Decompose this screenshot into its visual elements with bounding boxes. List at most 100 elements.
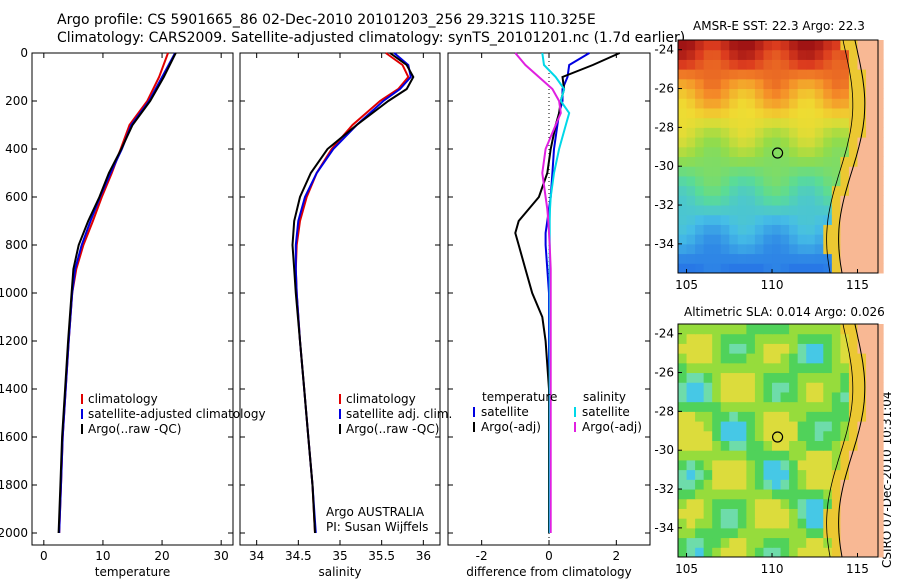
map-cell (789, 117, 799, 128)
map-cell (754, 362, 764, 374)
map-cell (874, 98, 884, 109)
map-cell (780, 537, 790, 548)
map-cell (789, 195, 799, 206)
map-cell (712, 489, 722, 500)
map-cell (848, 459, 858, 471)
map-cell (746, 469, 756, 480)
map-cell (780, 146, 790, 157)
map-cell (686, 450, 696, 461)
map-cell (874, 498, 884, 509)
map-cell (746, 401, 756, 412)
legend-entry: satellite-adjusted climatology (88, 407, 266, 421)
map-cell (831, 137, 841, 148)
map-cell (703, 440, 713, 451)
map-cell (874, 78, 884, 90)
map-cell (797, 166, 807, 177)
map-cell (763, 333, 773, 344)
map-cell (703, 253, 713, 264)
map-cell (772, 537, 782, 548)
figure-title-line2: Climatology: CARS2009. Satellite-adjuste… (57, 30, 686, 46)
map-cell (746, 69, 756, 80)
map-cell (712, 508, 722, 519)
map-cell (789, 547, 799, 558)
map-cell (823, 411, 833, 422)
map-cell (746, 537, 756, 548)
map-cell (703, 107, 713, 119)
map-cell (737, 391, 747, 403)
map-cell (686, 156, 696, 167)
map-cell (814, 333, 824, 344)
map-cell (848, 411, 858, 422)
map-cell (789, 459, 799, 471)
x-axis-label: difference from climatology (466, 565, 632, 579)
map-cell (780, 40, 790, 51)
map-cell (789, 489, 799, 500)
map-cell (780, 175, 790, 187)
legend-entry: climatology (88, 392, 158, 406)
map-cell (780, 214, 790, 225)
map-cell (772, 224, 782, 235)
map-cell (754, 195, 764, 206)
x-tick-label: 34 (249, 549, 264, 563)
map-cell (712, 59, 722, 70)
map-y-tick-label: -24 (654, 327, 674, 341)
map-cell (806, 243, 816, 255)
map-cell (789, 498, 799, 509)
map-cell (831, 40, 841, 51)
map-cell (712, 40, 722, 51)
map-cell (712, 156, 722, 167)
map-cell (729, 401, 739, 412)
map-x-tick-label: 105 (675, 278, 698, 292)
map-cell (874, 391, 884, 403)
map-cell (712, 243, 722, 255)
map-cell (814, 166, 824, 177)
map-cell (695, 459, 705, 471)
map-cell (797, 372, 807, 383)
map-cell (857, 450, 867, 461)
map-cell (840, 78, 850, 90)
map-cell (857, 185, 867, 196)
map-cell (720, 49, 730, 60)
map-cell (823, 469, 833, 480)
map-cell (866, 205, 876, 216)
map-cell (746, 343, 756, 354)
map-cell (686, 421, 696, 432)
map-cell (720, 185, 730, 196)
map-cell (814, 117, 824, 128)
map-cell (814, 489, 824, 500)
map-cell (857, 107, 867, 119)
map-cell (814, 40, 824, 51)
map-cell (703, 98, 713, 109)
map-cell (720, 479, 730, 490)
map-cell (874, 450, 884, 461)
map-cell (823, 333, 833, 344)
map-cell (737, 518, 747, 529)
map-cell (789, 69, 799, 80)
map-cell (720, 343, 730, 354)
map-cell (823, 353, 833, 364)
map-cell (703, 214, 713, 225)
map-cell (780, 518, 790, 529)
map-cell (729, 324, 739, 335)
map-cell (729, 343, 739, 354)
map-cell (848, 78, 858, 90)
map-cell (857, 459, 867, 471)
map-cell (831, 382, 841, 393)
map-cell (763, 527, 773, 539)
map-cell (874, 333, 884, 344)
map-cell (874, 527, 884, 539)
map-cell (831, 234, 841, 245)
map-cell (678, 205, 688, 216)
map-cell (866, 69, 876, 80)
map-cell (763, 59, 773, 70)
map-cell (703, 166, 713, 177)
map-cell (814, 146, 824, 157)
map-cell (789, 391, 799, 403)
map-cell (729, 137, 739, 148)
map-cell (720, 498, 730, 509)
map-cell (831, 537, 841, 548)
map-cell (848, 40, 858, 51)
map-cell (874, 117, 884, 128)
map-cell (729, 537, 739, 548)
map-cell (729, 98, 739, 109)
